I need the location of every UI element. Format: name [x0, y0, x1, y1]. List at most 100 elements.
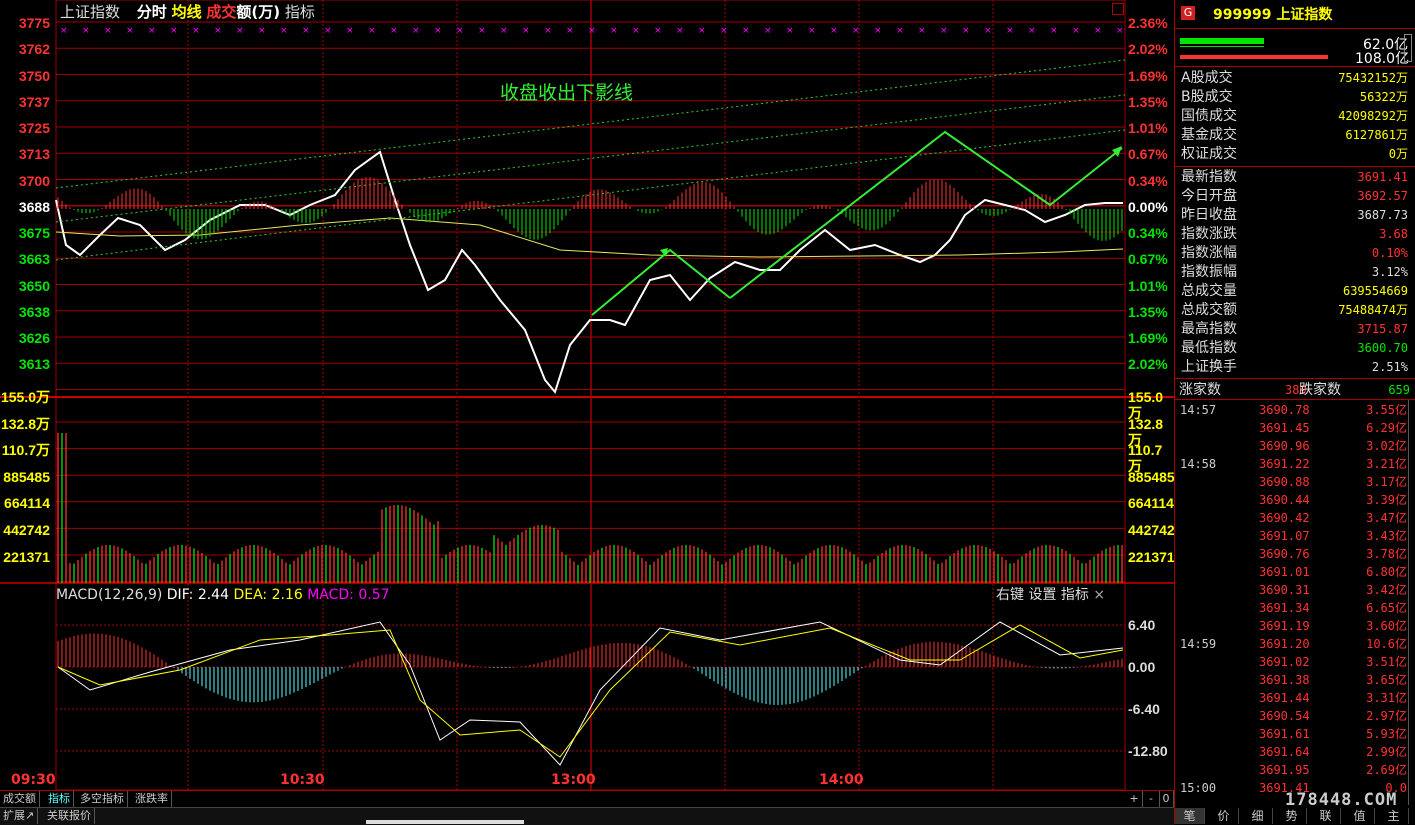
tick-row[interactable]: 3691.02 3.51亿	[1175, 653, 1411, 671]
dif-value: 2.44	[197, 587, 229, 603]
amount-label[interactable]: 额(万)	[236, 3, 281, 21]
tick-row[interactable]: 3690.96 3.02亿	[1175, 437, 1411, 455]
event-marker: ×	[170, 26, 178, 36]
breadth-row: 涨家数 389 跌家数 659	[1179, 380, 1415, 400]
rightPct-label: 0.67%	[1128, 146, 1168, 163]
rightPct-label: 1.35%	[1128, 93, 1168, 110]
stat-value: 3.12%	[1371, 265, 1408, 279]
panel-tab[interactable]: 主	[1379, 808, 1409, 824]
tick-row[interactable]: 3690.42 3.47亿	[1175, 509, 1411, 527]
zoom-reset-button[interactable]: 0	[1159, 791, 1174, 807]
panel-tab[interactable]: 价	[1209, 808, 1239, 824]
rightVol-label: 155.0万	[1128, 389, 1164, 421]
annotation-arrow	[591, 248, 731, 316]
zoom-out-button[interactable]: -	[1143, 791, 1160, 807]
tab-indicator[interactable]: 指标	[45, 791, 74, 807]
horizontal-scrollbar[interactable]	[366, 820, 524, 824]
tick-price: 3691.41	[1259, 781, 1310, 795]
macd-right-menu[interactable]: 右键 设置 指标	[996, 587, 1089, 603]
tick-row[interactable]: 3691.07 3.43亿	[1175, 527, 1411, 545]
panel-tab[interactable]: 势	[1277, 808, 1307, 824]
panel-tab[interactable]: 联	[1311, 808, 1341, 824]
intraday-chart[interactable]: × × × × × × × × × × × × × × × × × × × × × × × × × × × × × × × × × × × × × × × ×…	[0, 0, 1175, 824]
tick-row[interactable]: 14:57 3690.78 3.55亿	[1175, 401, 1411, 419]
macd-settings[interactable]: 右键 设置 指标 ×	[996, 586, 1105, 604]
tick-scrollbar[interactable]	[1408, 400, 1415, 805]
event-marker: ×	[324, 26, 332, 36]
macd-close-icon[interactable]: ×	[1093, 587, 1106, 603]
tick-row[interactable]: 3691.01 6.80亿	[1175, 563, 1411, 581]
tick-price: 3690.96	[1259, 439, 1310, 453]
tick-row[interactable]: 3691.45 6.29亿	[1175, 419, 1411, 437]
panel-scroll-icon[interactable]	[1404, 34, 1412, 62]
rightVol-label: 221371	[1128, 548, 1175, 565]
rightPct-label: 0.67%	[1128, 251, 1168, 268]
tick-row[interactable]: 3691.34 6.65亿	[1175, 599, 1411, 617]
tick-row[interactable]: 3690.76 3.78亿	[1175, 545, 1411, 563]
stat-row: 今日开盘 3692.57	[1181, 187, 1410, 206]
tick-row[interactable]: 14:59 3691.20 10.6亿	[1175, 635, 1411, 653]
tick-row[interactable]: 15:00 3691.41 0.0	[1175, 779, 1411, 797]
tick-row[interactable]: 3690.31 3.42亿	[1175, 581, 1411, 599]
leftVol-label: 442742	[3, 522, 50, 538]
tick-time: 14:57	[1180, 403, 1217, 417]
indicator-label[interactable]: 指标	[284, 3, 315, 21]
tick-row[interactable]: 3691.64 2.99亿	[1175, 743, 1411, 761]
tick-price: 3691.34	[1259, 601, 1310, 615]
panel-tab[interactable]: 值	[1345, 808, 1375, 824]
tick-time: 14:58	[1180, 457, 1217, 471]
tick-price: 3690.44	[1259, 493, 1310, 507]
stat-value: 639554669	[1342, 284, 1408, 298]
leftPrice-label: 3725	[18, 120, 50, 136]
event-marker: ×	[60, 26, 68, 36]
pct-axis-right: 2.36% 2.02% 1.69% 1.35% 1.01% 0.67% 0.34% 0.00%…	[1128, 0, 1174, 400]
average-line	[55, 217, 1124, 258]
stat-key: 指数涨跌	[1181, 226, 1237, 242]
event-marker: ×	[500, 26, 508, 36]
tick-row[interactable]: 14:58 3691.22 3.21亿	[1175, 455, 1411, 473]
macd-value: 0.57	[358, 587, 390, 603]
avg-line-label[interactable]: 均线	[171, 3, 202, 21]
stat-row: 指数振幅 3.12%	[1181, 263, 1410, 282]
tab-volume[interactable]: 成交额	[0, 791, 40, 807]
panel-tab[interactable]: 笔	[1175, 808, 1205, 824]
stat-row: 昨日收盘 3687.73	[1181, 206, 1410, 225]
maximize-icon[interactable]	[1112, 3, 1124, 15]
tab-long-short[interactable]: 多空指标	[77, 791, 128, 807]
tick-row[interactable]: 3691.38 3.65亿	[1175, 671, 1411, 689]
zoom-in-button[interactable]: +	[1126, 791, 1143, 807]
annotation-text: 收盘收出下影线	[500, 82, 634, 104]
tab-expand[interactable]: 扩展↗	[0, 808, 39, 824]
rightPct-label: 1.69%	[1128, 67, 1168, 84]
event-marker: ×	[82, 26, 90, 36]
rightPct-label: 1.35%	[1128, 303, 1168, 320]
tick-row[interactable]: 3690.88 3.17亿	[1175, 473, 1411, 491]
mode-label[interactable]: 分时	[136, 3, 167, 21]
leftPrice-label: 3638	[18, 303, 50, 320]
stat-value: 0.10%	[1371, 246, 1408, 260]
event-marker: ×	[720, 26, 728, 36]
panel-tab[interactable]: 细	[1243, 808, 1273, 824]
tick-row[interactable]: 3691.95 2.69亿	[1175, 761, 1411, 779]
event-marker: ×	[412, 26, 420, 36]
event-marker: ×	[566, 26, 574, 36]
tick-price: 3691.20	[1259, 637, 1310, 651]
leftPrice-label: 3775	[18, 15, 50, 31]
event-marker: ×	[852, 26, 860, 36]
tick-row[interactable]: 3690.54 2.97亿	[1175, 707, 1411, 725]
macd-params[interactable]: MACD(12,26,9)	[56, 587, 163, 603]
volume-label[interactable]: 成交	[206, 3, 237, 21]
event-marker: ×	[126, 26, 134, 36]
tick-price: 3691.95	[1259, 763, 1310, 777]
event-marker: ×	[1072, 26, 1080, 36]
leftVol-label: 664114	[4, 495, 50, 512]
event-marker: ×	[280, 26, 288, 36]
tick-row[interactable]: 3691.44 3.31亿	[1175, 689, 1411, 707]
tab-rise-fall-rate[interactable]: 涨跌率	[132, 791, 172, 807]
tick-row[interactable]: 3690.44 3.39亿	[1175, 491, 1411, 509]
tick-row[interactable]: 3691.19 3.60亿	[1175, 617, 1411, 635]
tick-row[interactable]: 3691.61 5.93亿	[1175, 725, 1411, 743]
stat-key: 最低指数	[1181, 340, 1237, 356]
tab-related-quotes[interactable]: 关联报价	[44, 808, 95, 824]
volume-axis-right: 155.0万 132.8万 110.7万 885485 664114 442742 2213…	[1128, 0, 1175, 590]
